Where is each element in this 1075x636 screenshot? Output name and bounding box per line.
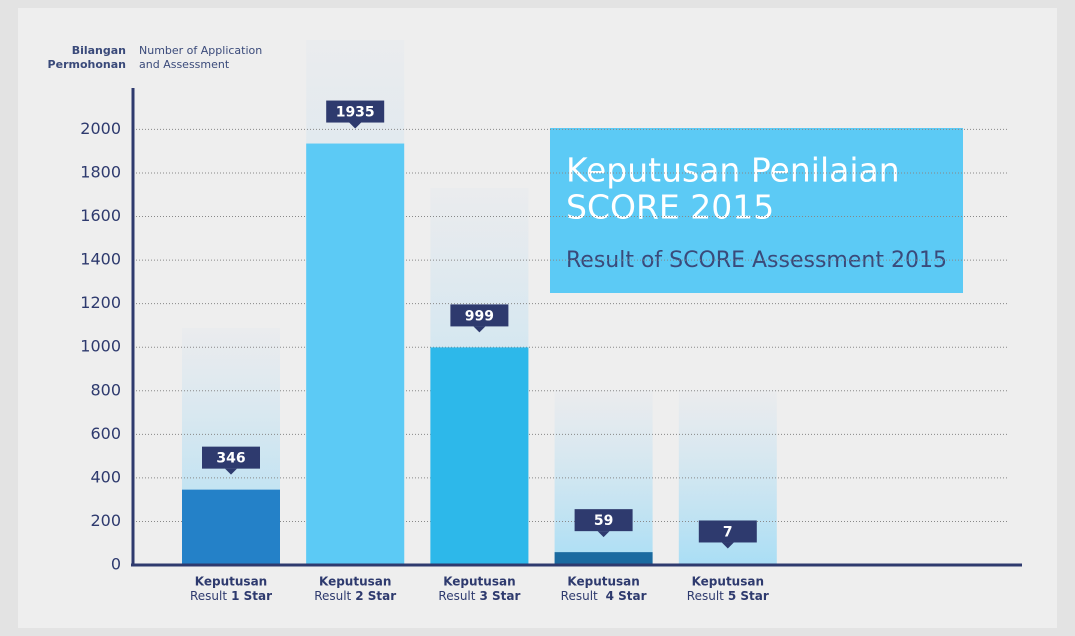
data-label-box [326,100,385,123]
x-tick-label-part: 5 Star [728,589,769,603]
bar [306,143,405,566]
y-tick-label: 2000 [80,119,121,138]
y-axis-label: Permohonan [48,58,126,71]
y-axis-label: and Assessment [139,58,230,71]
y-tick-label: 600 [90,424,121,443]
x-tick-label-part: Result [190,589,227,603]
x-tick-label-part: 3 Star [479,589,520,603]
bar [182,489,280,565]
x-tick-label: Result 4 Star [561,589,647,603]
chart-title: Keputusan Penilaian [566,151,900,190]
y-axis-label: Bilangan [72,44,126,57]
title-box [550,128,963,293]
y-tick-label: 800 [90,380,121,399]
data-label-pointer [225,468,237,475]
data-label-box [698,520,757,543]
y-tick-label: 1600 [80,206,121,225]
data-label: 1935 [336,105,375,121]
data-label: 999 [465,308,494,324]
y-axis-label: Number of Application [139,44,262,57]
x-tick-label: Keputusan [567,575,639,589]
x-tick-label-part: Result [314,589,351,603]
x-tick-label: Keputusan [692,575,764,589]
bar [554,552,653,565]
x-tick-label: Result 5 Star [687,589,769,603]
x-tick-label-part: 1 Star [231,589,272,603]
y-tick-label: 1200 [80,293,121,312]
data-label: 346 [216,451,245,467]
y-tick-label: 400 [90,467,121,486]
x-tick-label-part: 4 Star [606,589,647,603]
y-tick-label: 1800 [80,162,121,181]
y-tick-label: 1000 [80,337,121,356]
data-label-pointer [349,122,362,129]
x-tick-label: Result 1 Star [190,589,272,603]
data-label-box [450,304,509,327]
x-tick-label: Keputusan [443,575,515,589]
data-label-box [202,446,260,469]
data-label: 7 [723,524,733,540]
x-tick-label-part: Result [687,589,724,603]
x-tick-label: Keputusan [195,575,267,589]
x-tick-label: Result 2 Star [314,589,396,603]
bar [430,347,529,565]
data-label: 59 [594,513,613,529]
data-label-box [574,509,633,532]
data-label-pointer [721,542,734,549]
x-tick-label-part: Result [438,589,475,603]
y-tick-label: 0 [111,555,121,574]
x-tick-label-part: Result [561,589,602,603]
x-tick-label: Keputusan [319,575,391,589]
y-tick-label: 200 [90,511,121,530]
panel [18,8,1057,628]
data-label-pointer [597,531,610,538]
x-tick-label-part: 2 Star [355,589,396,603]
x-tick-label: Result 3 Star [438,589,520,603]
chart-title: SCORE 2015 [566,188,774,227]
data-label-pointer [473,326,486,333]
y-tick-label: 1400 [80,250,121,269]
